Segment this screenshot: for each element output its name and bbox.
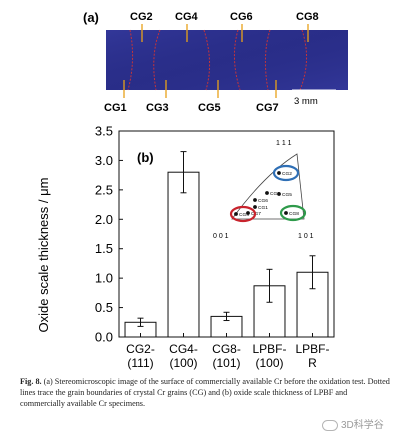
inset-point [284,211,288,215]
inset-corner-001: 0 0 1 [213,233,229,240]
bottom-grain-label: CG5 [198,102,221,114]
inset-point [234,212,238,216]
inset-highlight-ring [272,164,300,182]
top-grain-labels: CG2 CG4 CG6 CG8 [130,11,319,23]
figure-caption: Fig. 8. (a) Stereomicroscopic image of t… [20,376,390,409]
caption-text: (a) Stereomicroscopic image of the surfa… [20,377,390,408]
inset-highlight-ring [229,205,257,223]
top-grain-label: CG2 [130,11,153,23]
x-tick-labels: CG2-(111) CG4-(100) CG8-(101) LPBF-(100) LPB… [126,333,330,370]
figure-number: Fig. 8. [20,377,42,386]
inset-corner-101: 1 0 1 [298,233,314,240]
wechat-icon [322,419,338,431]
bars [124,151,329,338]
top-grain-label: CG4 [175,11,199,23]
grain-boundary-line [127,29,134,91]
grain-boundary-line [234,29,241,91]
x-tick-label: CG8-(101) [212,342,241,370]
scale-bar-label: 3 mm [294,96,318,107]
x-tick-label: CG4-(100) [169,342,198,370]
top-grain-label: CG6 [230,11,253,23]
x-tick-label: LPBF-R [295,342,329,370]
x-tick-label: CG2-(111) [126,342,155,370]
bottom-grain-labels: CG1 CG3 CG5 CG7 [104,102,279,114]
bottom-grain-label: CG7 [256,102,279,114]
y-tick-label: 0.5 [95,300,113,315]
y-tick-label: 3.5 [95,124,113,139]
panel-b-bar-chart: Oxide scale thickness / μm 0.0 0.5 1.0 1.5 2… [36,124,335,370]
grain-boundary-line [153,29,161,91]
bar [167,171,200,338]
top-grain-label: CG8 [296,11,319,23]
watermark-text: 3D科学谷 [341,420,384,431]
inset-point [246,211,250,215]
inset-point-label: CG5 [282,192,292,198]
grain-boundaries [127,29,307,91]
inset-triangle [231,153,305,220]
y-tick-label: 1.5 [95,241,113,256]
panel-b-label: (b) [137,150,154,165]
y-tick-label: 3.0 [95,153,113,168]
inset-point-label: CG4 [239,212,249,218]
y-tick-label: 2.5 [95,182,113,197]
panel-a-label: (a) [83,10,99,25]
y-axis-label: Oxide scale thickness / μm [36,178,51,333]
grain-boundary-line [264,29,271,91]
inset-point-label: CG6 [258,198,268,204]
inset-highlight-ring [279,204,307,222]
inset-point-label: CG3 [270,191,280,197]
bottom-grain-label: CG1 [104,102,127,114]
inset-point [265,191,269,195]
y-tick-label: 0.0 [95,330,113,345]
grain-boundary-line [203,29,210,91]
inset-point [277,171,281,175]
bottom-grain-label: CG3 [146,102,169,114]
inset-point [277,192,281,196]
grain-boundary-line [299,29,307,91]
watermark: 3D科学谷 [322,416,384,431]
y-axis: 0.0 0.5 1.0 1.5 2.0 2.5 3.0 3.5 [95,124,123,345]
inset-point [253,198,257,202]
y-tick-label: 2.0 [95,212,113,227]
leader-lines [123,24,309,98]
inset-point-label: CG2 [282,171,292,177]
inset-corner-111: 1 1 1 [276,140,292,147]
y-tick-label: 1.0 [95,271,113,286]
inset-point-label: CG8 [289,211,299,217]
panel-a-specimen-image: (a) CG2 CG4 CG6 CG8 CG1 CG3 CG5 CG7 3 mm [83,10,348,114]
x-tick-label: LPBF-(100) [252,342,286,370]
inset-point-label: CG1 [258,205,268,211]
inset-point [253,205,257,209]
